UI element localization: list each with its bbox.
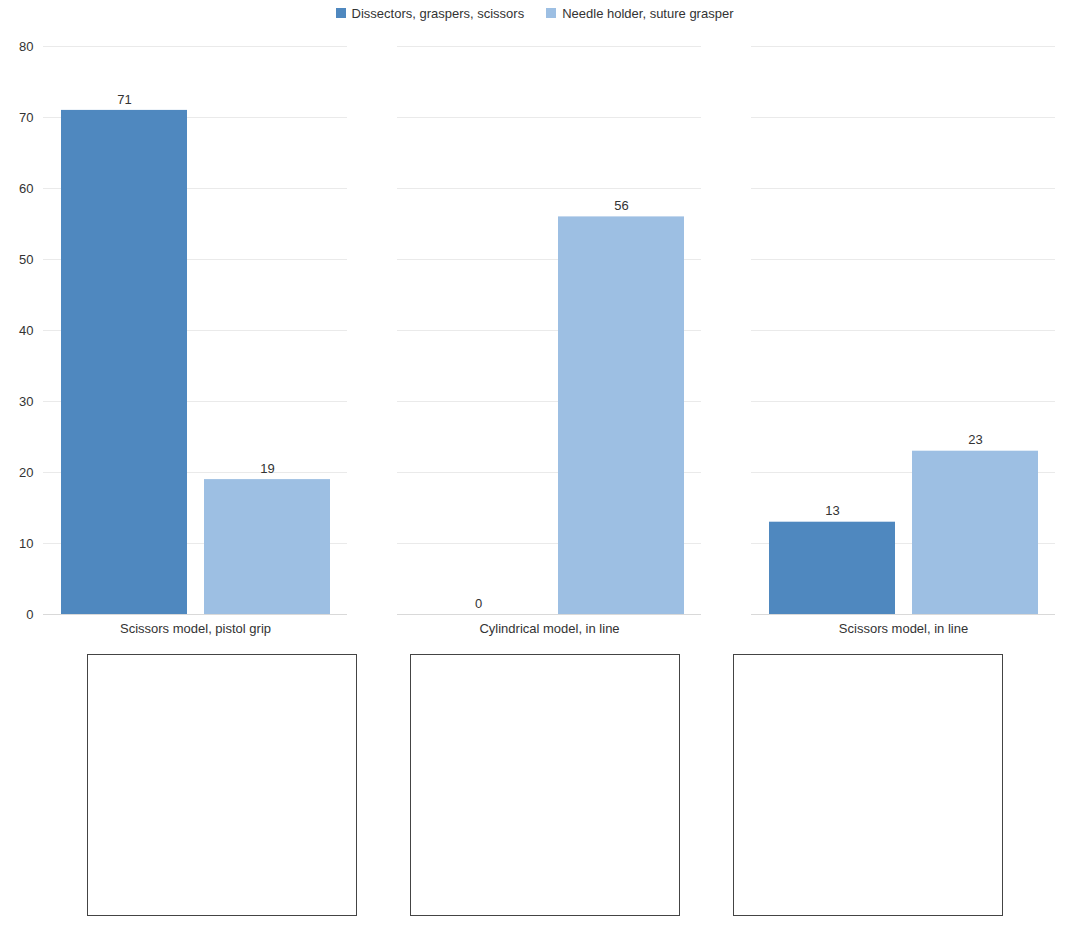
html-text:Dissectors, graspers, scissors: Dissectors, graspers, scissors <box>351 5 525 21</box>
svg-text:50: 50 <box>19 252 33 267</box>
svg-text:56: 56 <box>614 198 628 213</box>
svg-text:Scissors model, in line: Scissors model, in line <box>839 621 968 636</box>
svg-text:0: 0 <box>475 596 482 611</box>
svg-text:Scissors model, pistol grip: Scissors model, pistol grip <box>120 621 271 636</box>
html-text:Needle holder, suture grasper: Needle holder, suture grasper <box>562 5 734 21</box>
svg-text:10: 10 <box>19 536 33 551</box>
svg-text:30: 30 <box>19 394 33 409</box>
svg-text:13: 13 <box>825 503 839 518</box>
svg-text:19: 19 <box>260 461 274 476</box>
svg-text:Cylindrical model, in line: Cylindrical model, in line <box>479 621 619 636</box>
svg-text:60: 60 <box>19 181 33 196</box>
svg-text:20: 20 <box>19 465 33 480</box>
svg-text:0: 0 <box>26 607 33 622</box>
svg-text:70: 70 <box>19 110 33 125</box>
svg-text:80: 80 <box>19 39 33 54</box>
svg-text:23: 23 <box>968 432 982 447</box>
svg-text:40: 40 <box>19 323 33 338</box>
svg-text:71: 71 <box>117 92 131 107</box>
